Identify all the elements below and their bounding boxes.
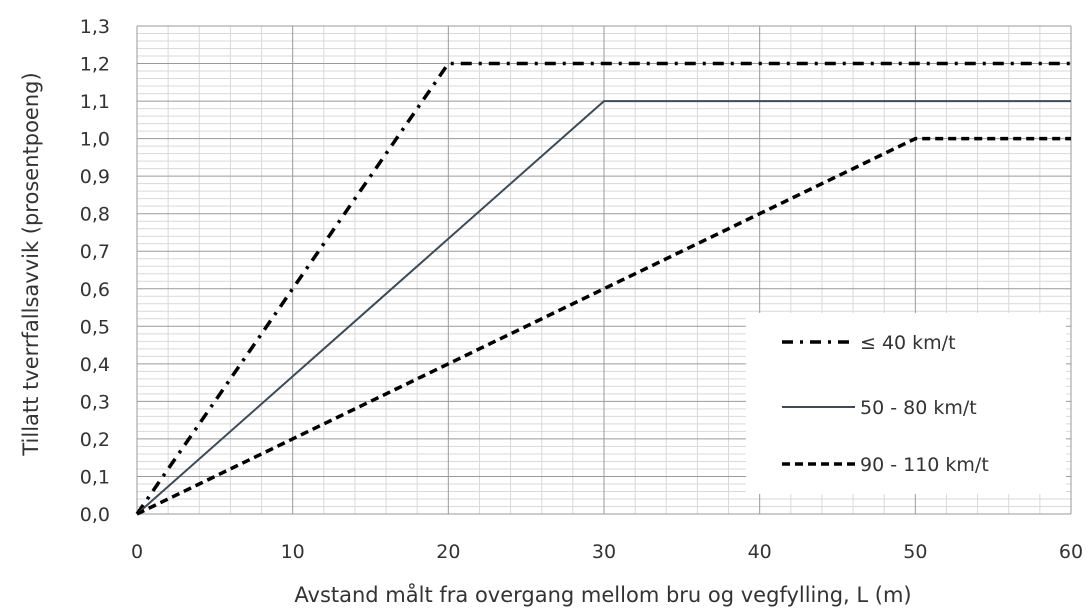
x-tick-label: 20 xyxy=(436,541,460,563)
y-axis-title: Tillatt tverrfallsavvik (prosentpoeng) xyxy=(19,72,43,456)
x-tick-label: 40 xyxy=(748,541,772,563)
y-tick-label: 1,3 xyxy=(80,16,110,38)
y-tick-label: 0,8 xyxy=(80,204,110,226)
y-tick-label: 0,2 xyxy=(80,429,110,451)
y-tick-label: 0,7 xyxy=(80,241,110,263)
y-tick-label: 0,5 xyxy=(80,316,110,338)
y-tick-label: 1,1 xyxy=(80,91,110,113)
y-tick-label: 1,0 xyxy=(80,129,110,151)
series-line-1 xyxy=(135,61,1071,515)
legend: ≤ 40 km/t 50 - 80 km/t 90 - 110 km/t xyxy=(746,313,1066,494)
x-tick-label: 60 xyxy=(1059,541,1083,563)
y-tick-label: 0,9 xyxy=(80,166,110,188)
series-line-2 xyxy=(136,100,1071,515)
legend-label: 50 - 80 km/t xyxy=(860,397,977,419)
legend-label: 90 - 110 km/t xyxy=(860,454,989,476)
y-tick-label: 1,2 xyxy=(80,54,110,76)
legend-label: ≤ 40 km/t xyxy=(860,332,956,354)
y-tick-label: 0,3 xyxy=(80,391,110,413)
x-tick-labels: 0 10 20 30 40 50 60 xyxy=(131,541,1083,563)
y-tick-label: 0,0 xyxy=(80,504,110,526)
x-tick-label: 0 xyxy=(131,541,143,563)
x-tick-label: 50 xyxy=(903,541,927,563)
y-tick-label: 0,6 xyxy=(80,279,110,301)
series-layer xyxy=(135,61,1071,516)
x-tick-label: 10 xyxy=(281,541,305,563)
y-tick-label: 0,4 xyxy=(80,354,110,376)
y-tick-label: 0,1 xyxy=(80,466,110,488)
x-tick-label: 30 xyxy=(592,541,616,563)
y-tick-labels: 0,0 0,1 0,2 0,3 0,4 0,5 0,6 0,7 0,8 0,9 1,0 1,1 1,2 1… xyxy=(80,16,110,526)
x-axis-title: Avstand målt fra overgang mellom bru og … xyxy=(294,582,911,607)
series-line-3 xyxy=(136,136,1071,516)
